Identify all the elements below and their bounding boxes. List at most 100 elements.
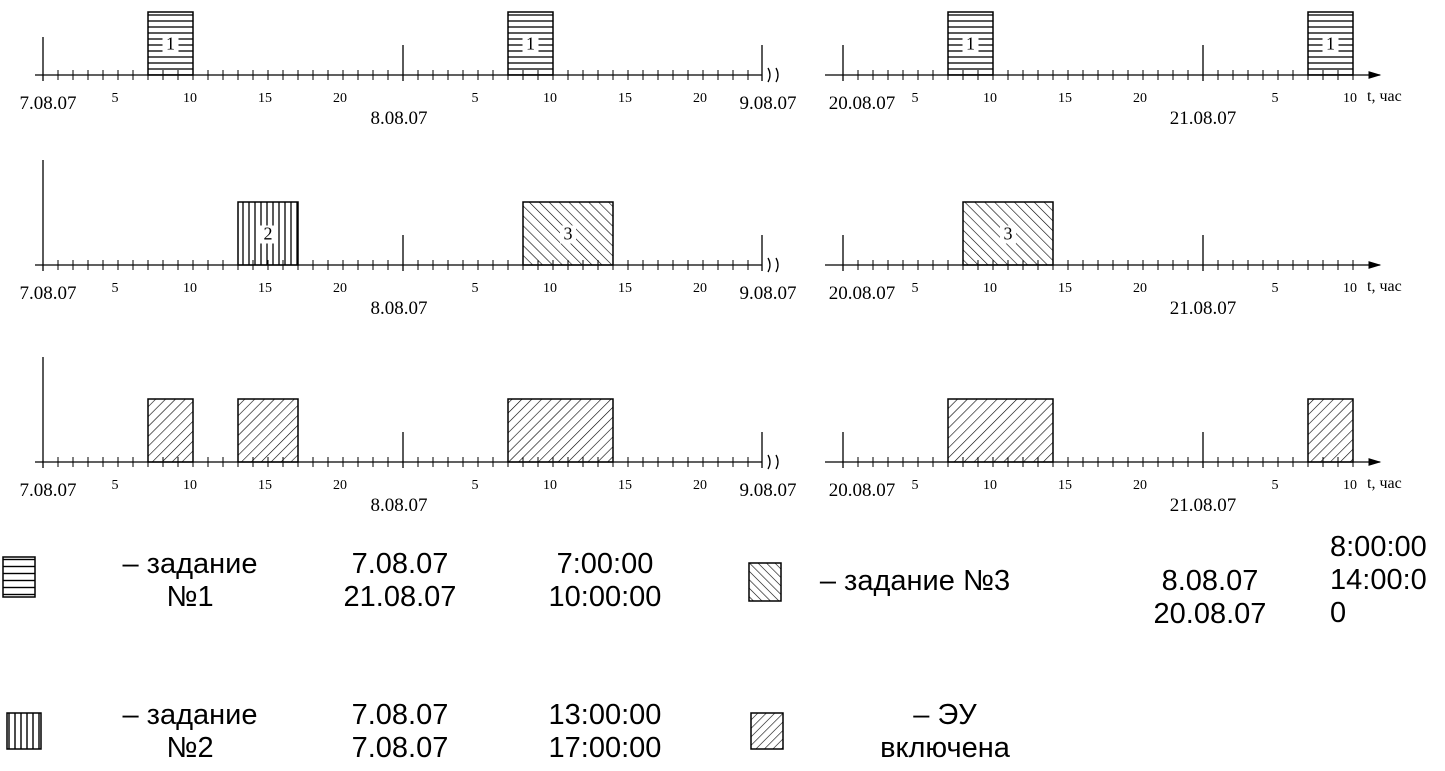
hour-tick-label: 5 <box>1272 478 1279 493</box>
hour-tick-label: 15 <box>1058 281 1072 296</box>
block-slash <box>1307 398 1354 463</box>
legend-swatch-slash-icon <box>750 712 784 750</box>
hour-tick-label: 20 <box>693 478 707 493</box>
hour-tick-label: 15 <box>258 91 272 106</box>
hour-tick-label: 20 <box>1133 91 1147 106</box>
axis-break-mark <box>767 454 771 470</box>
day-label: 21.08.07 <box>1170 298 1237 319</box>
axis-unit-label: t, час <box>1367 88 1402 105</box>
axis-jobs-1: 1 1 1 15 10 15 20 5 10 15 20 5 10 15 20 5 107.08.078.08.… <box>20 11 1402 129</box>
hour-tick-label: 20 <box>693 91 707 106</box>
hour-tick-label: 5 <box>1272 281 1279 296</box>
axis-break-mark <box>767 67 771 83</box>
hour-tick-label: 5 <box>112 281 119 296</box>
day-label: 20.08.07 <box>829 93 896 114</box>
hour-tick-label: 5 <box>472 478 479 493</box>
legend-swatch-vertical-icon <box>6 712 42 750</box>
axis-break-mark <box>775 67 779 83</box>
legend-job3-times: 8:00:00 14:00:0 0 <box>1330 531 1427 629</box>
axis-unit-label: t, час <box>1367 475 1402 492</box>
legend-job3-name: – задание №3 <box>819 565 1011 597</box>
axis-break-mark <box>775 257 779 273</box>
block-label: 1 <box>1326 34 1335 54</box>
hour-tick-label: 15 <box>618 91 632 106</box>
day-label: 20.08.07 <box>829 283 896 304</box>
legend-job1-times: 7:00:00 10:00:00 <box>548 548 662 613</box>
hour-tick-label: 10 <box>983 281 997 296</box>
block-label: 3 <box>564 224 573 244</box>
axis-unit-label: t, час <box>1367 278 1402 295</box>
block-label-bg <box>560 225 576 244</box>
block-label: 1 <box>526 34 535 54</box>
legend-swatch-horizontal-icon <box>2 556 36 598</box>
hour-tick-label: 5 <box>1272 91 1279 106</box>
hour-tick-label: 10 <box>983 91 997 106</box>
legend-job2-name: – задание №2 <box>122 699 258 764</box>
hour-tick-label: 10 <box>1343 91 1357 106</box>
hour-tick-label: 10 <box>183 478 197 493</box>
block-label: 1 <box>166 34 175 54</box>
day-label: 9.08.07 <box>740 93 797 114</box>
legend-job2-times: 13:00:00 17:00:00 <box>548 699 662 764</box>
day-label: 7.08.07 <box>20 93 77 114</box>
legend-job1-dates: 7.08.07 21.08.07 <box>343 548 457 613</box>
day-label: 21.08.07 <box>1170 495 1237 516</box>
block-slash <box>507 398 614 463</box>
hour-tick-label: 10 <box>983 478 997 493</box>
hour-tick-label: 20 <box>333 478 347 493</box>
hour-tick-label: 20 <box>1133 281 1147 296</box>
hour-tick-label: 5 <box>912 91 919 106</box>
legend-device-name: – ЭУ включена <box>880 699 1010 764</box>
block-label: 3 <box>1004 224 1013 244</box>
day-label: 8.08.07 <box>371 495 428 516</box>
hour-tick-label: 20 <box>333 281 347 296</box>
block-slash <box>947 398 1054 463</box>
axis-break-mark <box>767 257 771 273</box>
block-label: 1 <box>966 34 975 54</box>
hour-tick-label: 5 <box>472 91 479 106</box>
day-label: 8.08.07 <box>371 298 428 319</box>
hour-tick-label: 15 <box>1058 478 1072 493</box>
axis-break-mark <box>775 454 779 470</box>
hour-tick-label: 5 <box>912 478 919 493</box>
hour-tick-label: 15 <box>618 281 632 296</box>
hour-tick-label: 20 <box>1133 478 1147 493</box>
hour-tick-label: 15 <box>258 281 272 296</box>
day-label: 8.08.07 <box>371 108 428 129</box>
block-slash <box>237 398 299 463</box>
legend-job2-dates: 7.08.07 7.08.07 <box>351 699 449 764</box>
block-slash <box>147 398 194 463</box>
day-label: 20.08.07 <box>829 480 896 501</box>
hour-tick-label: 10 <box>543 478 557 493</box>
block-label-bg <box>522 35 539 54</box>
hour-tick-label: 10 <box>183 281 197 296</box>
day-label: 7.08.07 <box>20 283 77 304</box>
hour-tick-label: 20 <box>333 91 347 106</box>
hour-tick-label: 5 <box>912 281 919 296</box>
timeline-chart: 1 1 1 15 10 15 20 5 10 15 20 5 10 15 20 5 107.08.078.08.… <box>20 11 1402 516</box>
hour-tick-label: 10 <box>1343 478 1357 493</box>
axis-jobs-2-3: 2 3 3 5 10 15 20 5 10 15 20 5 10 15 20 5 10 7.08.07 8.08.0… <box>20 160 1402 319</box>
hour-tick-label: 10 <box>1343 281 1357 296</box>
hour-tick-label: 5 <box>112 478 119 493</box>
block-label-bg <box>1000 225 1016 244</box>
hour-tick-label: 15 <box>258 478 272 493</box>
hour-tick-label: 10 <box>183 91 197 106</box>
day-label: 9.08.07 <box>740 283 797 304</box>
block-label-bg <box>260 225 276 244</box>
legend-job3-dates: 8.08.07 20.08.07 <box>1153 565 1267 630</box>
hour-tick-label: 10 <box>543 91 557 106</box>
block-label-bg <box>162 35 179 54</box>
hour-tick-label: 20 <box>693 281 707 296</box>
block-label-bg <box>1322 35 1339 54</box>
hour-tick-label: 5 <box>472 281 479 296</box>
legend-swatch-backslash-icon <box>748 562 782 602</box>
hour-tick-label: 15 <box>1058 91 1072 106</box>
hour-tick-label: 10 <box>543 281 557 296</box>
block-label: 2 <box>264 224 273 244</box>
block-label-bg <box>962 35 979 54</box>
axis-device-on: 5 10 15 20 5 10 15 20 5 10 15 20 5 10 7.08.07 8.08.07 9.… <box>20 357 1402 516</box>
day-label: 21.08.07 <box>1170 108 1237 129</box>
legend-job1-name: – задание №1 <box>122 548 258 613</box>
